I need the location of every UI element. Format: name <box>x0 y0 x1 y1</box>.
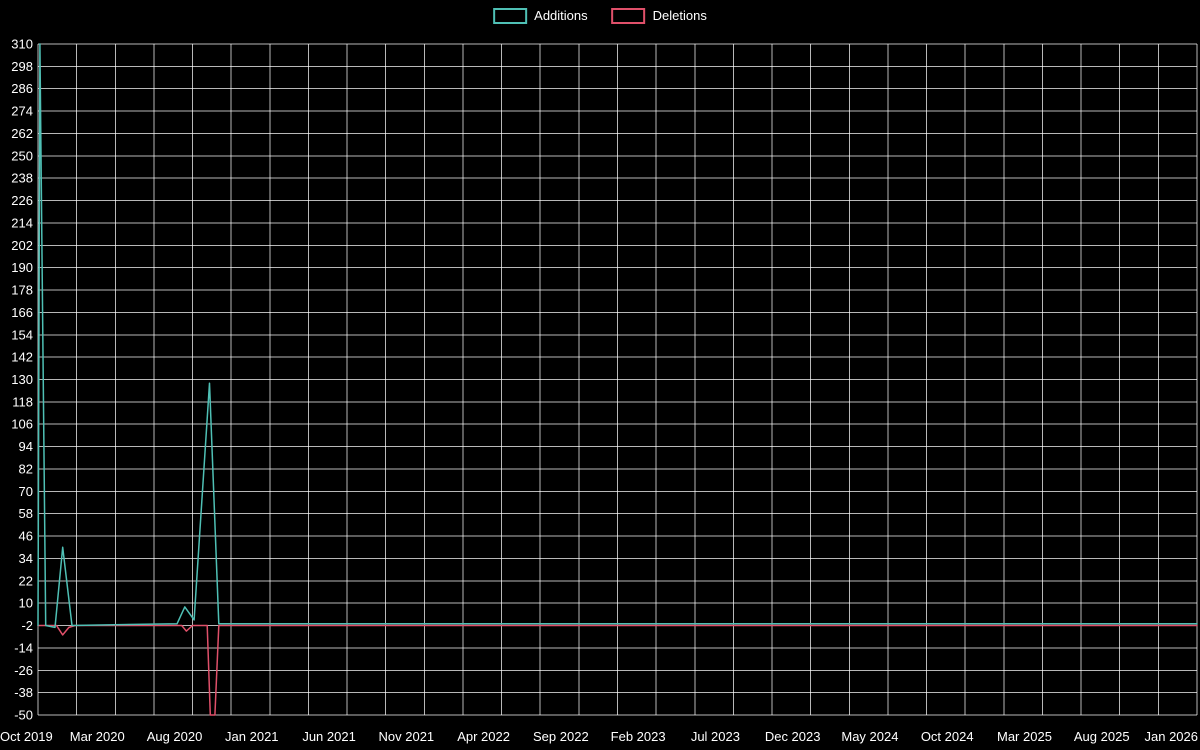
x-tick-label: Mar 2025 <box>997 729 1052 744</box>
y-tick-label: 106 <box>11 417 33 432</box>
x-tick-label: Dec 2023 <box>765 729 821 744</box>
x-tick-label: Oct 2024 <box>921 729 974 744</box>
y-tick-label: 274 <box>11 104 33 119</box>
y-tick-label: 214 <box>11 215 33 230</box>
additions-swatch-icon <box>493 8 528 24</box>
y-tick-label: -2 <box>21 618 33 633</box>
y-tick-label: 142 <box>11 350 33 365</box>
deletions-swatch-icon <box>611 8 646 24</box>
x-tick-label: Oct 2019 <box>0 729 53 744</box>
y-tick-label: 286 <box>11 81 33 96</box>
y-tick-label: 190 <box>11 260 33 275</box>
y-tick-label: -50 <box>14 708 33 723</box>
x-tick-label: Aug 2020 <box>147 729 203 744</box>
chart-legend: Additions Deletions <box>493 8 707 24</box>
x-tick-label: Jan 2026 <box>1145 729 1199 744</box>
y-tick-label: -26 <box>14 663 33 678</box>
series-line-additions <box>37 43 1198 629</box>
legend-item-additions: Additions <box>493 8 588 24</box>
y-tick-label: 58 <box>19 506 33 521</box>
y-tick-label: 34 <box>19 551 33 566</box>
y-tick-label: 10 <box>19 596 33 611</box>
x-tick-label: May 2024 <box>841 729 898 744</box>
legend-label-additions: Additions <box>534 8 588 23</box>
x-tick-label: Aug 2025 <box>1074 729 1130 744</box>
y-tick-label: 238 <box>11 171 33 186</box>
y-tick-label: 226 <box>11 193 33 208</box>
x-tick-label: Sep 2022 <box>533 729 589 744</box>
y-tick-label: 298 <box>11 59 33 74</box>
y-tick-label: 310 <box>11 37 33 52</box>
y-tick-label: 154 <box>11 327 33 342</box>
y-tick-label: 130 <box>11 372 33 387</box>
y-tick-label: 202 <box>11 238 33 253</box>
y-tick-label: 82 <box>19 461 33 476</box>
y-tick-label: 250 <box>11 148 33 163</box>
legend-item-deletions: Deletions <box>611 8 707 24</box>
y-tick-label: 262 <box>11 126 33 141</box>
x-tick-label: Jul 2023 <box>691 729 740 744</box>
x-tick-label: Jan 2021 <box>225 729 279 744</box>
y-tick-label: 166 <box>11 305 33 320</box>
y-tick-label: 118 <box>12 394 33 409</box>
series-line-deletions <box>37 624 1198 716</box>
x-tick-label: Jun 2021 <box>302 729 356 744</box>
x-tick-label: Mar 2020 <box>70 729 125 744</box>
y-tick-label: 94 <box>19 439 33 454</box>
y-tick-label: -14 <box>14 640 33 655</box>
x-tick-label: Nov 2021 <box>379 729 435 744</box>
y-tick-label: 70 <box>19 484 33 499</box>
x-tick-label: Apr 2022 <box>457 729 510 744</box>
y-tick-label: 178 <box>11 283 33 298</box>
legend-label-deletions: Deletions <box>652 8 707 23</box>
y-tick-label: -38 <box>14 685 33 700</box>
x-tick-label: Feb 2023 <box>611 729 666 744</box>
y-tick-label: 22 <box>19 573 33 588</box>
y-tick-label: 46 <box>19 529 33 544</box>
